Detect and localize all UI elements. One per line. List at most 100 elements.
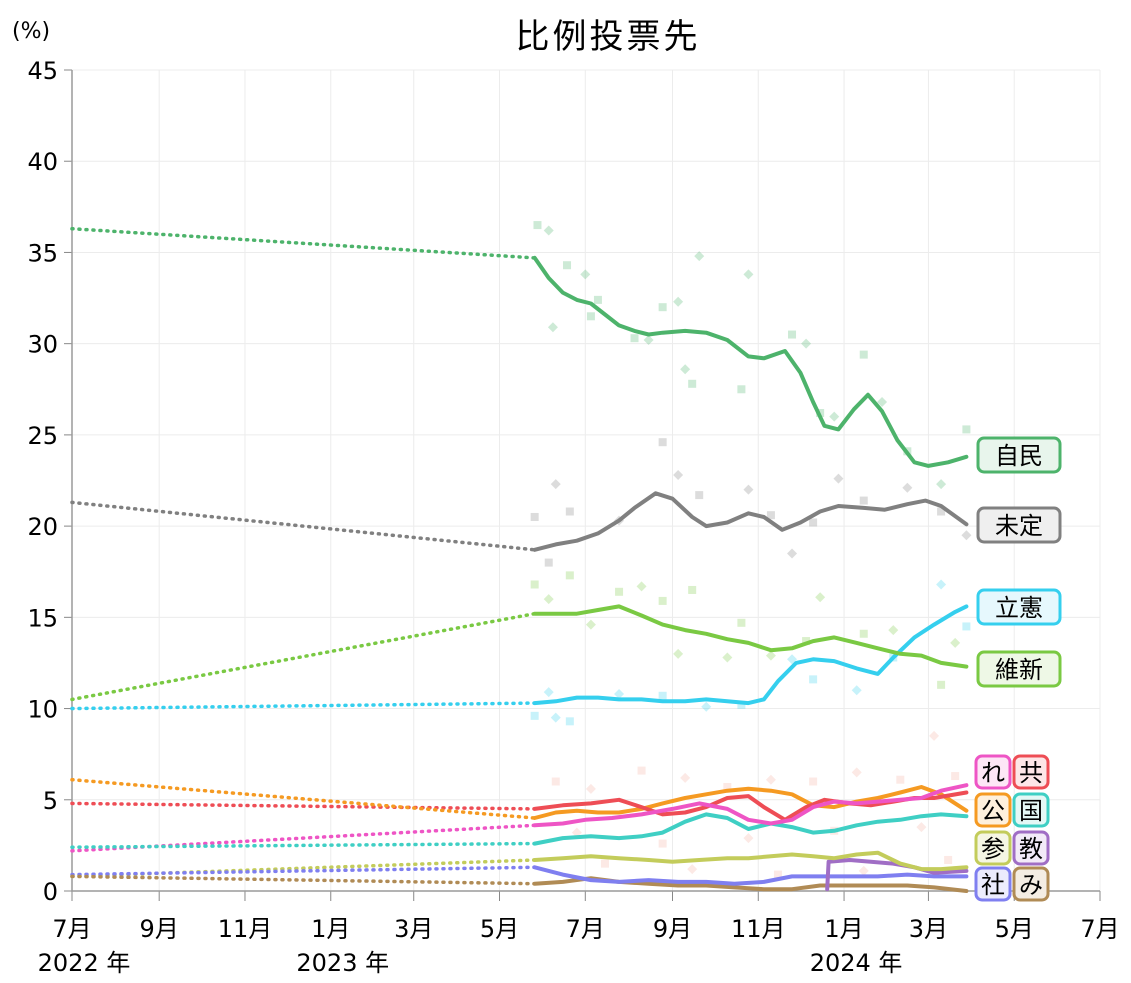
survey-point <box>737 385 746 394</box>
survey-point <box>630 334 639 343</box>
survey-point <box>877 397 888 408</box>
label-san-text: 参 <box>981 835 1005 863</box>
y-tick-label: 5 <box>43 787 58 815</box>
survey-point <box>929 730 940 741</box>
x-tick-label: 11月 <box>731 915 786 943</box>
label-kyo: 共 <box>1012 754 1050 790</box>
survey-point <box>658 691 667 700</box>
y-tick-label: 25 <box>27 422 58 450</box>
survey-point <box>802 637 811 646</box>
survey-point <box>809 675 818 684</box>
label-koku: 国 <box>1012 792 1050 828</box>
label-san: 参 <box>974 830 1012 866</box>
survey-point <box>743 833 754 844</box>
survey-point <box>658 596 667 605</box>
series-line-未定 <box>532 491 969 552</box>
survey-point <box>614 688 625 699</box>
survey-point <box>658 839 667 848</box>
survey-point <box>951 772 960 781</box>
survey-point <box>701 701 712 712</box>
survey-point <box>530 711 539 720</box>
survey-point <box>765 650 776 661</box>
label-re: れ <box>974 754 1012 790</box>
survey-point <box>722 652 733 663</box>
series-line-教 <box>825 858 969 892</box>
y-tick-label: 45 <box>27 57 58 85</box>
x-tick-label: 3月 <box>909 915 948 943</box>
label-rikken-text: 立憲 <box>995 594 1043 622</box>
x-tick-label: 1月 <box>311 915 350 943</box>
survey-point <box>550 712 561 723</box>
survey-point <box>565 717 574 726</box>
survey-point <box>859 350 868 359</box>
survey-point <box>888 625 899 636</box>
label-mi: み <box>1012 866 1050 902</box>
label-kyo-text: 共 <box>1019 759 1043 787</box>
year-label: 2023 年 <box>296 949 389 977</box>
series-line-立憲 <box>532 604 969 706</box>
survey-point <box>766 511 775 520</box>
survey-point <box>615 587 624 596</box>
x-tick-label: 7月 <box>566 915 605 943</box>
series-line-国 <box>532 812 969 846</box>
survey-point <box>765 774 776 785</box>
survey-point <box>680 364 691 375</box>
trend-extrapolations <box>70 226 537 886</box>
y-tick-label: 15 <box>27 604 58 632</box>
label-jimin-text: 自民 <box>995 442 1043 470</box>
label-sha-text: 社 <box>981 871 1005 899</box>
survey-point <box>673 648 684 659</box>
survey-point <box>815 592 826 603</box>
survey-point <box>688 379 697 388</box>
survey-point <box>658 438 667 447</box>
survey-point <box>636 581 647 592</box>
survey-point <box>565 507 574 516</box>
survey-point <box>547 322 558 333</box>
survey-point <box>936 479 947 490</box>
survey-point <box>563 261 572 270</box>
survey-point <box>944 855 953 864</box>
survey-point <box>637 766 646 775</box>
y-tick-label: 40 <box>27 148 58 176</box>
survey-point <box>533 221 542 230</box>
survey-point <box>643 335 654 346</box>
survey-point <box>737 618 746 627</box>
y-tick-label: 30 <box>27 331 58 359</box>
trend-dotted-line <box>70 874 537 886</box>
trend-dotted-line <box>70 777 537 820</box>
y-tick-label: 0 <box>43 878 58 906</box>
y-tick-label: 20 <box>27 513 58 541</box>
x-tick-label: 7月 <box>1080 915 1119 943</box>
series-labels: 自民 未定 立憲 維新 れ 共 公 国 <box>974 436 1062 902</box>
survey-point <box>600 859 609 868</box>
survey-point <box>936 579 947 590</box>
trend-dotted-line <box>70 841 537 849</box>
survey-point <box>858 865 869 876</box>
survey-point <box>658 303 667 312</box>
survey-point <box>851 685 862 696</box>
survey-point <box>673 470 684 481</box>
label-ishin-text: 維新 <box>995 656 1043 684</box>
trend-dotted-line <box>70 226 537 260</box>
survey-point <box>580 269 591 280</box>
survey-point <box>809 518 818 527</box>
survey-point <box>743 269 754 280</box>
series-line-公 <box>532 785 969 820</box>
survey-point <box>530 512 539 521</box>
survey-point <box>585 783 596 794</box>
trend-dotted-line <box>70 701 537 711</box>
survey-point <box>530 580 539 589</box>
survey-point <box>937 680 946 689</box>
trend-dotted-line <box>70 611 537 702</box>
survey-point <box>950 637 961 648</box>
series-line-自民 <box>532 255 969 468</box>
survey-point <box>788 330 797 339</box>
survey-point <box>673 296 684 307</box>
survey-point <box>773 870 782 879</box>
x-tick-label: 5月 <box>480 915 519 943</box>
label-koku-text: 国 <box>1019 797 1043 825</box>
survey-point <box>859 629 868 638</box>
survey-point <box>829 411 840 422</box>
survey-point <box>801 338 812 349</box>
